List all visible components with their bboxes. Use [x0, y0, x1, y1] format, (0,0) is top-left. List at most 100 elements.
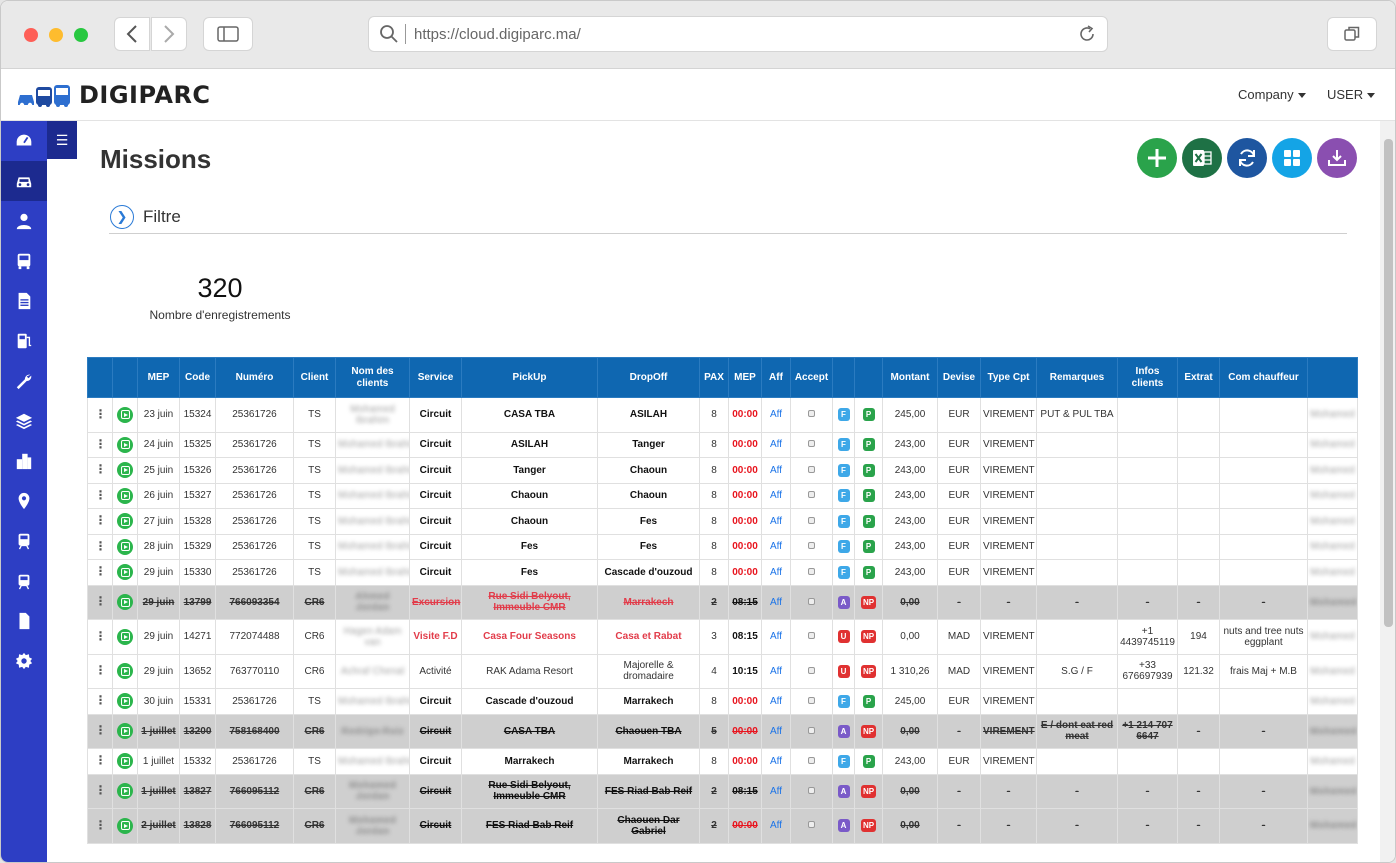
open-mission-icon[interactable]: [117, 406, 133, 423]
row-open[interactable]: [112, 533, 138, 560]
filter-toggle[interactable]: ❯ Filtre: [110, 205, 181, 229]
nav-files[interactable]: [1, 601, 47, 641]
row-open[interactable]: [112, 431, 138, 458]
column-header[interactable]: PickUp: [461, 357, 598, 398]
accept-cell[interactable]: [790, 533, 833, 560]
accept-checkbox[interactable]: [808, 632, 815, 640]
row-menu[interactable]: ⋮: [87, 584, 113, 620]
column-header[interactable]: Numéro: [215, 357, 294, 398]
column-header[interactable]: [854, 357, 883, 398]
row-menu[interactable]: ⋮: [87, 397, 113, 433]
excel-export-button[interactable]: [1182, 138, 1222, 178]
nav-settings[interactable]: [1, 641, 47, 681]
row-open[interactable]: [112, 773, 138, 809]
kebab-menu-icon[interactable]: ⋮: [94, 783, 107, 798]
open-mission-icon[interactable]: [117, 723, 133, 740]
row-menu[interactable]: ⋮: [87, 533, 113, 560]
accept-cell[interactable]: [790, 508, 833, 535]
row-menu[interactable]: ⋮: [87, 713, 113, 749]
row-menu[interactable]: ⋮: [87, 748, 113, 775]
aff-link[interactable]: Aff: [769, 820, 783, 832]
nav-vehicles[interactable]: [1, 161, 47, 201]
table-row[interactable]: ⋮ 23 juin 15324 25361726 TS Mohamed Ibrahim Ci…: [87, 397, 1358, 433]
open-mission-icon[interactable]: [117, 783, 133, 800]
kebab-menu-icon[interactable]: ⋮: [94, 693, 107, 708]
kebab-menu-icon[interactable]: ⋮: [94, 564, 107, 579]
accept-cell[interactable]: [790, 808, 833, 844]
back-button[interactable]: [114, 17, 150, 51]
row-menu[interactable]: ⋮: [87, 619, 113, 655]
aff-link[interactable]: Aff: [769, 409, 783, 421]
kebab-menu-icon[interactable]: ⋮: [94, 406, 107, 421]
url-text[interactable]: https://cloud.digiparc.ma/: [414, 25, 581, 43]
nav-dashboard[interactable]: [1, 121, 47, 161]
sidebar-toggle-button[interactable]: [203, 17, 253, 51]
aff-cell[interactable]: Aff: [761, 653, 791, 689]
column-header[interactable]: Service: [409, 357, 462, 398]
column-header[interactable]: MEP: [137, 357, 180, 398]
aff-cell[interactable]: Aff: [761, 482, 791, 509]
kebab-menu-icon[interactable]: ⋮: [94, 538, 107, 553]
open-mission-icon[interactable]: [117, 663, 133, 680]
table-row[interactable]: ⋮ 1 juillet 13827 766095112 CR6 Mohamed Jorda…: [87, 773, 1358, 809]
address-bar[interactable]: https://cloud.digiparc.ma/: [368, 16, 1108, 52]
accept-checkbox[interactable]: [808, 726, 815, 734]
open-mission-icon[interactable]: [117, 564, 133, 581]
column-header[interactable]: Accept: [790, 357, 833, 398]
open-mission-icon[interactable]: [117, 594, 133, 611]
column-header[interactable]: Code: [179, 357, 216, 398]
column-header[interactable]: Type Cpt: [980, 357, 1037, 398]
row-open[interactable]: [112, 508, 138, 535]
column-header[interactable]: [832, 357, 855, 398]
table-row[interactable]: ⋮ 29 juin 14271 772074488 CR6 Hagen Adam van V…: [87, 619, 1358, 655]
row-open[interactable]: [112, 619, 138, 655]
accept-checkbox[interactable]: [808, 542, 815, 550]
open-mission-icon[interactable]: [117, 693, 133, 710]
nav-train[interactable]: [1, 521, 47, 561]
nav-documents[interactable]: [1, 281, 47, 321]
aff-link[interactable]: Aff: [769, 464, 783, 476]
tabs-overview-button[interactable]: [1327, 17, 1377, 51]
nav-users[interactable]: [1, 201, 47, 241]
aff-link[interactable]: Aff: [769, 566, 783, 578]
aff-cell[interactable]: Aff: [761, 533, 791, 560]
aff-link[interactable]: Aff: [769, 631, 783, 643]
open-mission-icon[interactable]: [117, 753, 133, 770]
kebab-menu-icon[interactable]: ⋮: [94, 436, 107, 451]
row-open[interactable]: [112, 748, 138, 775]
aff-cell[interactable]: Aff: [761, 431, 791, 458]
page-scrollbar[interactable]: [1380, 121, 1395, 862]
aff-cell[interactable]: Aff: [761, 688, 791, 715]
accept-cell[interactable]: [790, 773, 833, 809]
open-mission-icon[interactable]: [117, 462, 133, 479]
open-mission-icon[interactable]: [117, 513, 133, 530]
row-menu[interactable]: ⋮: [87, 653, 113, 689]
aff-link[interactable]: Aff: [769, 665, 783, 677]
column-header[interactable]: PAX: [699, 357, 729, 398]
accept-checkbox[interactable]: [808, 756, 815, 764]
row-menu[interactable]: ⋮: [87, 773, 113, 809]
grid-view-button[interactable]: [1272, 138, 1312, 178]
aff-cell[interactable]: Aff: [761, 619, 791, 655]
accept-cell[interactable]: [790, 713, 833, 749]
open-mission-icon[interactable]: [117, 628, 133, 645]
row-open[interactable]: [112, 397, 138, 433]
row-menu[interactable]: ⋮: [87, 482, 113, 509]
aff-link[interactable]: Aff: [769, 755, 783, 767]
column-header[interactable]: Nom des clients: [335, 357, 410, 398]
kebab-menu-icon[interactable]: ⋮: [94, 723, 107, 738]
column-header[interactable]: Infos clients: [1117, 357, 1178, 398]
aff-link[interactable]: Aff: [769, 785, 783, 797]
accept-checkbox[interactable]: [808, 491, 815, 499]
aff-cell[interactable]: Aff: [761, 773, 791, 809]
row-menu[interactable]: ⋮: [87, 431, 113, 458]
aff-cell[interactable]: Aff: [761, 457, 791, 484]
accept-cell[interactable]: [790, 397, 833, 433]
accept-cell[interactable]: [790, 584, 833, 620]
aff-link[interactable]: Aff: [769, 695, 783, 707]
accept-checkbox[interactable]: [808, 410, 815, 418]
